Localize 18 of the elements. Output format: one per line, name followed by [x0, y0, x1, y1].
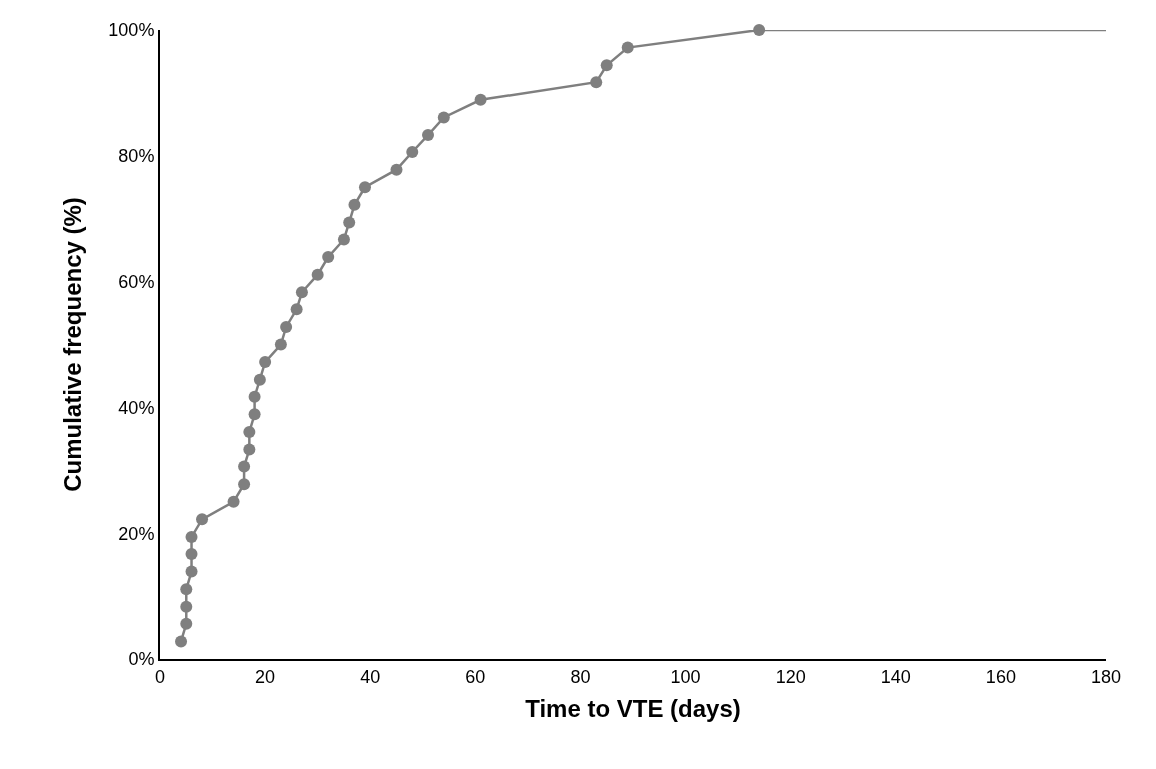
- x-tick-label: 20: [255, 666, 276, 687]
- x-tick-label: 80: [570, 666, 591, 687]
- y-tick-label: 40%: [118, 397, 155, 418]
- y-tick-label: 60%: [118, 271, 155, 292]
- x-tick-label: 160: [985, 666, 1016, 687]
- x-tick-label: 100: [670, 666, 701, 687]
- x-tick-label: 60: [465, 666, 486, 687]
- y-axis-title: Cumulative frequency (%): [58, 197, 86, 492]
- y-tick-label: 20%: [118, 523, 155, 544]
- y-tick-label: 100%: [108, 20, 155, 41]
- y-tick-label: 0%: [128, 649, 155, 670]
- x-tick-label: 40: [360, 666, 381, 687]
- x-tick-label: 120: [775, 666, 806, 687]
- x-tick-label: 140: [880, 666, 911, 687]
- x-axis-title: Time to VTE (days): [525, 695, 741, 723]
- x-tick-label: 180: [1090, 666, 1122, 687]
- y-tick-label: 80%: [118, 146, 155, 167]
- x-tick-label: 0: [154, 666, 166, 687]
